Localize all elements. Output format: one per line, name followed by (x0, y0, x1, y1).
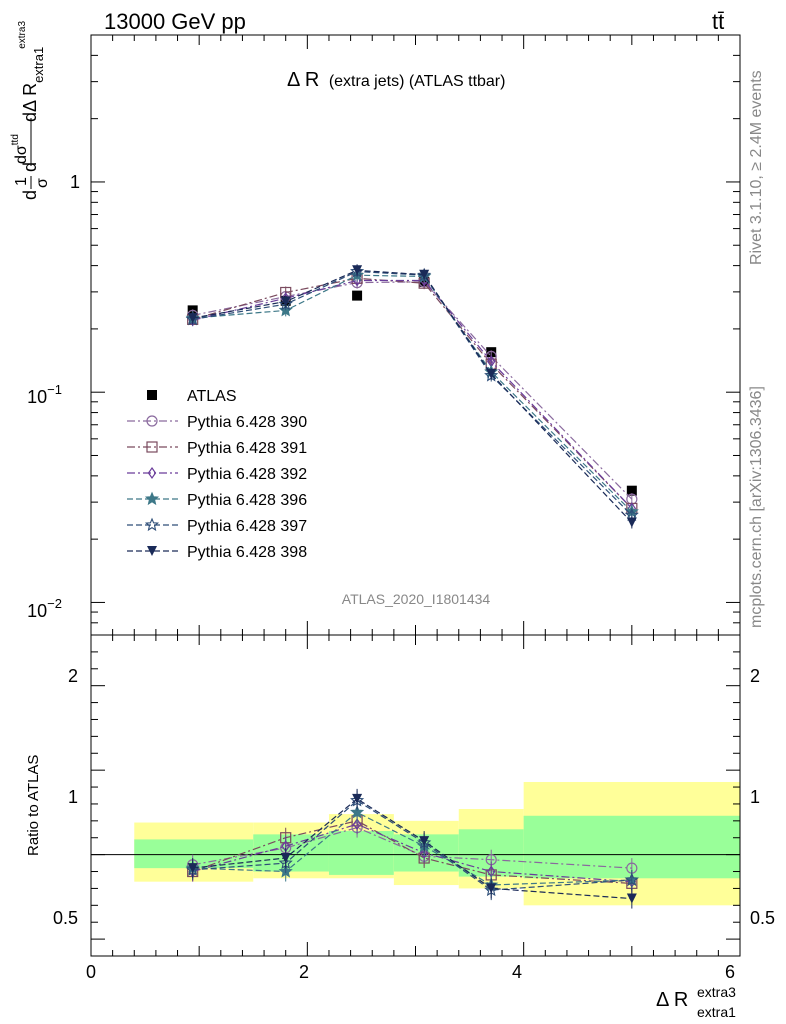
y-label-frac1-den: σ (34, 178, 51, 188)
ratio-axis-label: Ratio to ATLAS (25, 755, 42, 856)
series-line-4 (192, 274, 633, 513)
ratio-tick-label-2: 2 (68, 666, 78, 686)
legend-label-6: Pythia 6.428 398 (187, 544, 307, 561)
legend-marker-2 (146, 441, 158, 453)
ratio-point-6-2 (352, 793, 363, 804)
ratio-tick-label-right-1: 1 (750, 787, 760, 807)
x-axis-label: Δ R (656, 989, 688, 1011)
data-point-6-2 (352, 265, 363, 276)
side-text-bottom: mcplots.cern.ch [arXiv:1306.3436] (748, 386, 765, 628)
band-inner-2 (328, 830, 394, 875)
data-point-0-5 (626, 485, 637, 496)
series-line-3 (192, 279, 633, 509)
data-point-6-0 (187, 313, 198, 324)
y-tick-label-0.1: 10−1 (27, 382, 62, 407)
series-line-2 (192, 277, 633, 509)
side-text-top: Rivet 3.1.10, ≥ 2.4M events (748, 70, 765, 265)
x-tick-label-4: 4 (512, 962, 522, 982)
ratio-uncertainty-bands (91, 781, 740, 906)
legend-marker-4 (144, 491, 160, 506)
y-axis-label: dddΔ Rextra1extra3 1 σ dσttd (10, 21, 51, 200)
ratio-series-group (185, 788, 639, 909)
ratio-point-4-2 (350, 804, 365, 819)
legend-marker-3 (147, 466, 157, 480)
ratio-point-6-0 (187, 863, 198, 874)
ratio-line-1 (192, 826, 632, 869)
plot-title: Δ R (extra jets) (ATLAS ttbar) (287, 69, 505, 91)
data-point-6-5 (626, 517, 637, 528)
ratio-point-6-5 (626, 893, 637, 904)
plot-title-sub: (extra jets) (ATLAS ttbar) (329, 73, 506, 90)
legend-label-1: Pythia 6.428 390 (187, 414, 307, 431)
ratio-point-6-3 (419, 836, 430, 847)
ratio-tick-label-1: 1 (68, 787, 78, 807)
legend-label-2: Pythia 6.428 391 (187, 440, 307, 457)
legend-marker-6 (147, 546, 157, 556)
main-y-ticks (91, 34, 740, 636)
x-tick-label-0: 0 (86, 962, 96, 982)
header-right-text: tt̄ (712, 9, 724, 34)
y-axis-label-text: dddΔ Rextra1extra3 (17, 21, 46, 200)
x-tick-label-2: 2 (299, 962, 309, 982)
legend-label-5: Pythia 6.428 397 (187, 518, 307, 535)
data-point-6-4 (486, 369, 497, 380)
analysis-label: ATLAS_2020_I1801434 (342, 591, 491, 607)
main-series-group (185, 264, 639, 529)
ratio-tick-label-0.5: 0.5 (53, 908, 78, 928)
main-plot-panel: Δ R (extra jets) (ATLAS ttbar) ATLAS_202… (10, 21, 741, 636)
ratio-line-4 (192, 811, 632, 886)
ratio-y-ticks (91, 651, 740, 957)
ratio-point-3-3 (419, 846, 429, 859)
x-axis-ticks (90, 35, 741, 956)
x-axis-label-sub: extra1 (697, 1004, 736, 1020)
ratio-line-3 (192, 823, 632, 883)
ratio-tick-label-right-2: 2 (750, 666, 760, 686)
legend-marker-5 (144, 517, 160, 532)
ratio-line-5 (192, 799, 632, 891)
ratio-point-6-1 (280, 853, 291, 864)
y-label-frac1-num: 1 (13, 177, 30, 186)
ratio-line-2 (192, 820, 632, 884)
data-point-6-3 (419, 269, 430, 280)
legend-marker-0 (147, 390, 157, 400)
series-line-1 (192, 281, 633, 500)
x-axis-label-sup: extra3 (697, 984, 736, 1000)
ratio-point-3-2 (352, 818, 362, 831)
y-tick-label-0.01: 10−2 (27, 596, 62, 621)
y-label-frac2-num: dσttd (10, 134, 30, 164)
ratio-point-5-5 (624, 872, 639, 886)
legend-label-3: Pythia 6.428 392 (187, 466, 307, 483)
data-point-6-1 (280, 296, 291, 307)
legend-marker-1 (146, 415, 158, 427)
header-left-text: 13000 GeV pp (104, 9, 246, 34)
data-point-0-2 (352, 290, 363, 301)
y-tick-label-1: 1 (70, 172, 80, 192)
ratio-plot-panel: 2 1 0.5 2 1 0.5 Ratio to ATLAS (25, 634, 775, 957)
legend-label-4: Pythia 6.428 396 (187, 492, 307, 509)
legend-label-0: ATLAS (187, 388, 237, 405)
x-tick-label-6: 6 (725, 962, 735, 982)
ratio-line-6 (192, 798, 632, 900)
plot-title-main: Δ R (287, 69, 319, 91)
ratio-tick-label-right-0.5: 0.5 (750, 908, 775, 928)
ratio-point-6-4 (486, 883, 497, 894)
legend: ATLAS Pythia 6.428 390 Pythia 6.428 391 Pyt… (127, 388, 307, 561)
